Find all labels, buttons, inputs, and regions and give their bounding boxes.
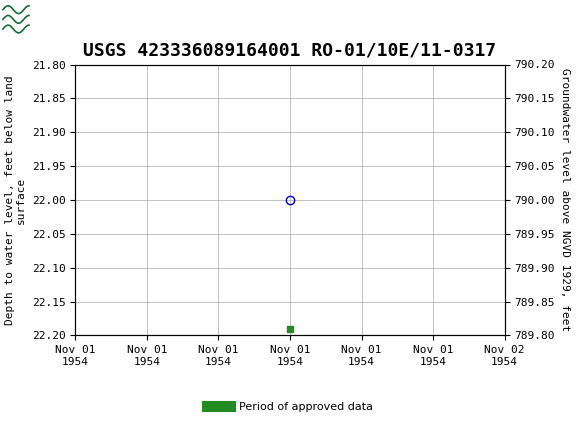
Y-axis label: Depth to water level, feet below land
surface: Depth to water level, feet below land su…: [5, 75, 26, 325]
Text: USGS: USGS: [35, 10, 78, 28]
FancyBboxPatch shape: [2, 3, 32, 36]
Text: USGS 423336089164001 RO-01/10E/11-0317: USGS 423336089164001 RO-01/10E/11-0317: [84, 42, 496, 60]
Y-axis label: Groundwater level above NGVD 1929, feet: Groundwater level above NGVD 1929, feet: [560, 68, 570, 332]
Legend: Period of approved data: Period of approved data: [203, 398, 377, 417]
